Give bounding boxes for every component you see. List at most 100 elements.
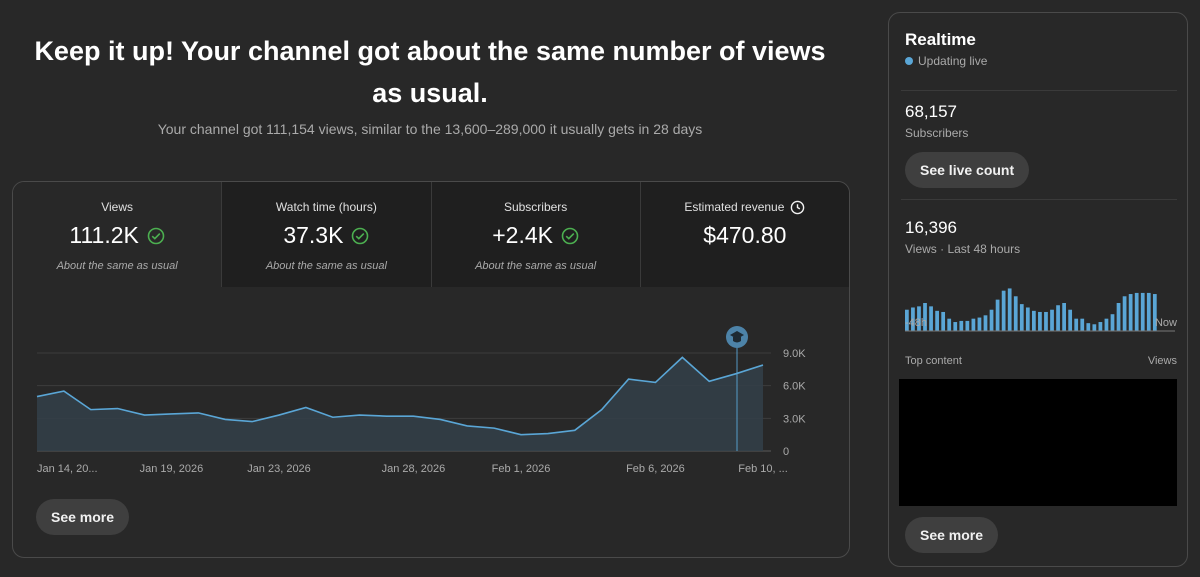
realtime-bar	[1092, 324, 1097, 331]
realtime-bar	[1007, 288, 1012, 331]
realtime-bar	[965, 320, 970, 331]
realtime-bar	[905, 309, 909, 331]
data-point	[358, 413, 362, 417]
metric-tab-revenue[interactable]: Estimated revenue $470.80	[639, 182, 849, 287]
series-line	[36, 356, 764, 436]
realtime-bar	[1068, 309, 1073, 331]
realtime-bar	[1025, 307, 1030, 331]
realtime-bar	[1140, 292, 1145, 331]
realtime-bar	[911, 307, 915, 331]
realtime-bar	[1152, 294, 1157, 331]
axis-end-label: Now	[1154, 317, 1177, 329]
clock-icon	[791, 200, 805, 214]
realtime-bar	[947, 318, 952, 331]
metric-tab-views[interactable]: Views 111.2K About the same as usual	[13, 182, 222, 287]
metric-label: Watch time (hours)	[275, 200, 377, 214]
data-point	[465, 424, 469, 428]
live-status: Updating live	[918, 54, 988, 68]
data-point	[734, 372, 738, 376]
metric-tab-watch-time[interactable]: Watch time (hours) 37.3K About the same …	[221, 182, 431, 287]
data-point	[680, 355, 684, 359]
realtime-bar	[923, 303, 927, 331]
data-point	[627, 377, 631, 381]
page-headline: Keep it up! Your channel got about the s…	[34, 36, 826, 108]
data-point	[35, 395, 39, 399]
metric-value: 111.2K	[69, 222, 139, 248]
metric-tab-subscribers[interactable]: Subscribers +2.4K About the same as usua…	[430, 182, 640, 287]
y-tick-label: 3.0K	[783, 413, 806, 425]
data-point	[385, 414, 389, 418]
check-circle-icon	[147, 227, 165, 244]
realtime-views-count: 16,396	[905, 218, 957, 237]
data-point	[143, 413, 147, 417]
check-circle-icon	[561, 227, 579, 244]
realtime-bar	[1019, 304, 1024, 331]
data-point	[411, 414, 415, 418]
metric-note: About the same as usual	[475, 260, 597, 272]
realtime-bar	[971, 318, 976, 331]
realtime-bar	[959, 320, 964, 331]
realtime-bar	[1104, 318, 1109, 331]
realtime-bar	[1086, 323, 1091, 331]
views-column-label: Views	[1147, 355, 1177, 367]
subscriber-count: 68,157	[905, 102, 957, 121]
metric-label: Estimated revenue	[684, 200, 785, 214]
realtime-bar	[1110, 314, 1115, 331]
realtime-bar	[1146, 292, 1151, 331]
realtime-bar	[935, 310, 939, 331]
top-content-thumbnail[interactable]	[899, 379, 1177, 506]
metric-label: Subscribers	[503, 200, 568, 214]
y-tick-label: 0	[783, 446, 789, 458]
data-point	[546, 432, 550, 436]
data-point	[707, 379, 711, 383]
realtime-bar	[1128, 294, 1133, 331]
realtime-bar	[1056, 305, 1060, 331]
metric-value: +2.4K	[492, 222, 553, 248]
realtime-title: Realtime	[905, 30, 976, 49]
data-point	[492, 426, 496, 430]
realtime-bar	[1074, 318, 1079, 331]
realtime-bar	[1032, 310, 1036, 331]
data-point	[573, 428, 577, 432]
live-dot-icon	[905, 57, 913, 65]
realtime-bar	[1062, 303, 1066, 331]
data-point	[89, 408, 93, 412]
y-tick-label: 6.0K	[783, 381, 806, 393]
data-point	[600, 408, 604, 412]
realtime-bar	[1038, 311, 1042, 331]
realtime-bar	[1013, 296, 1018, 331]
x-tick-label: Jan 19, 2026	[140, 463, 204, 475]
realtime-bar	[1116, 303, 1121, 331]
realtime-bar	[1122, 296, 1127, 331]
area-fill	[37, 357, 763, 451]
x-tick-label: Jan 14, 20...	[37, 463, 98, 475]
analytics-overview-card: Views 111.2K About the same as usual Wat…	[12, 181, 850, 558]
see-more-button[interactable]: See more	[36, 499, 130, 535]
x-tick-label: Jan 23, 2026	[247, 463, 311, 475]
realtime-bar	[941, 311, 946, 331]
metric-note: About the same as usual	[265, 260, 387, 272]
realtime-bar	[1001, 290, 1006, 331]
realtime-bar	[953, 322, 958, 331]
realtime-card: Realtime Updating live 68,157 Subscriber…	[888, 12, 1188, 567]
data-point	[223, 417, 227, 421]
realtime-bar	[917, 306, 921, 331]
realtime-bar	[1134, 292, 1139, 331]
see-live-count-button[interactable]: See live count	[905, 152, 1030, 188]
data-point	[304, 405, 308, 409]
data-point	[519, 433, 523, 437]
data-point	[761, 363, 765, 367]
realtime-bar	[995, 299, 1000, 331]
x-tick-label: Feb 10, ...	[738, 463, 788, 475]
realtime-bar	[989, 309, 994, 331]
metric-note: About the same as usual	[56, 260, 178, 272]
realtime-bar	[983, 315, 988, 331]
graduation-cap-icon[interactable]	[726, 326, 748, 348]
views-chart: 9.0K 6.0K 3.0K 0 Jan 14, 20... Jan 19, 2026 Ja…	[35, 326, 806, 475]
data-point	[250, 420, 254, 424]
realtime-see-more-button[interactable]: See more	[905, 517, 999, 553]
subscriber-label: Subscribers	[905, 126, 969, 140]
metric-value: $470.80	[703, 222, 787, 248]
data-point	[62, 389, 66, 393]
page-subline: Your channel got 111,154 views, similar …	[157, 121, 703, 137]
